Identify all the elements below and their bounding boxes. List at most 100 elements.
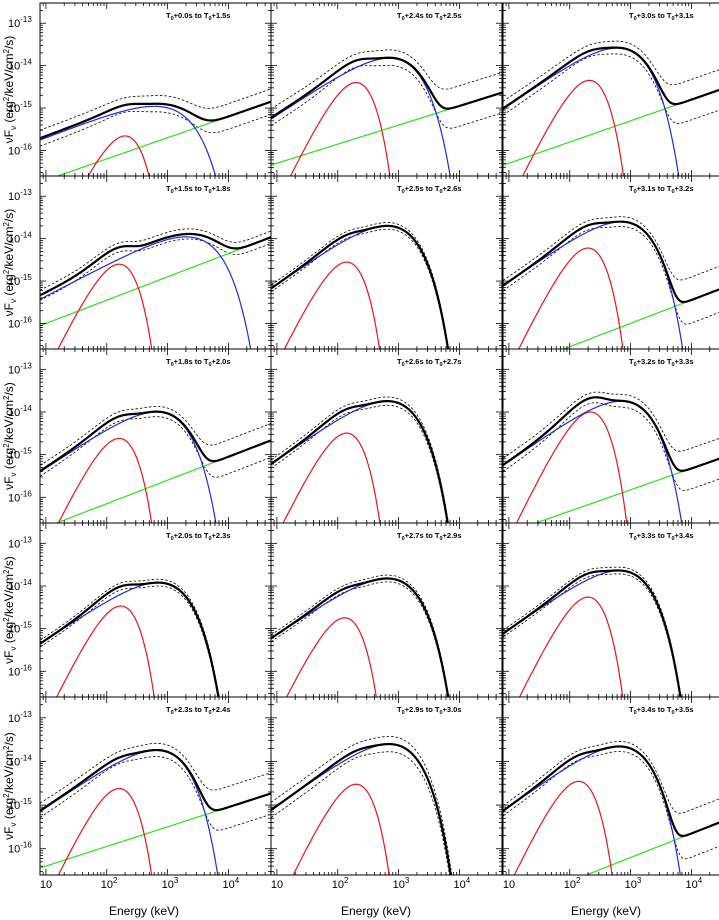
lower-bound-line	[271, 581, 449, 697]
total-model-line	[40, 581, 220, 697]
panel-title: T0+2.4s to T0+2.5s	[397, 11, 462, 22]
thermal-component-line	[57, 263, 153, 349]
y-tick-label: 10-15	[8, 797, 32, 812]
panel-background	[503, 3, 719, 176]
total-model-line	[40, 748, 271, 812]
panel-title: T0+1.5s to T0+1.8s	[166, 184, 231, 195]
y-axis-label: νFν (erg2/keV/cm2/s)	[2, 36, 18, 144]
spectrum-panel: T0+2.7s to T0+2.9s	[270, 522, 503, 698]
thermal-component-line	[518, 247, 624, 349]
panel-title: T0+2.0s to T0+2.3s	[166, 531, 231, 542]
y-tick-label: 10-15	[8, 273, 32, 288]
spectrum-panel: T0+3.0s to T0+3.1s	[502, 2, 719, 177]
band-component-line	[40, 411, 217, 523]
lower-bound-line	[40, 756, 271, 831]
panel-background	[271, 697, 502, 875]
panel-curves	[503, 216, 719, 349]
y-axis-label: νFν (erg2/keV/cm2/s)	[2, 209, 18, 317]
y-axis-label: νFν (erg2/keV/cm2/s)	[2, 556, 18, 664]
thermal-component-line	[518, 596, 624, 697]
upper-bound-line	[503, 391, 719, 459]
panel-title: T0+3.4s to T0+3.5s	[629, 705, 694, 716]
total-model-line	[503, 745, 719, 838]
total-model-line	[40, 232, 271, 297]
upper-bound-line	[503, 216, 719, 281]
panel-title: T0+0.0s to T0+1.5s	[166, 11, 231, 22]
y-tick-label: 10-16	[8, 489, 32, 504]
panel-background	[271, 3, 502, 176]
spectrum-panel: T0+2.3s to T0+2.4s	[39, 696, 272, 876]
upper-bound-line	[40, 742, 271, 804]
upper-bound-line	[40, 578, 220, 697]
panel-curves	[40, 88, 271, 176]
y-tick-label: 10-16	[8, 142, 32, 157]
panel-curves	[271, 396, 449, 523]
panel-background	[271, 523, 502, 697]
thermal-component-line	[283, 261, 381, 349]
spectrum-panel: T0+1.8s to T0+2.0s	[39, 348, 272, 524]
x-tick-label: 103	[625, 876, 642, 891]
lower-bound-line	[271, 404, 448, 523]
panel-curves	[40, 228, 271, 349]
y-tick-label: 10-16	[8, 841, 32, 856]
y-tick-label: 10-14	[8, 58, 32, 73]
thermal-component-line	[282, 432, 381, 523]
total-model-line	[271, 742, 452, 875]
spectrum-panel: T0+0.0s to T0+1.5s	[39, 2, 272, 177]
lower-bound-line	[40, 585, 219, 697]
panel-background	[503, 349, 719, 523]
spectrum-panel: T0+2.6s to T0+2.7s	[270, 348, 503, 524]
y-tick-label: 10-16	[8, 315, 32, 330]
y-tick-label: 10-14	[8, 753, 32, 768]
x-tick-label: 104	[685, 876, 702, 891]
upper-bound-line	[40, 406, 271, 466]
y-tick-label: 10-13	[8, 188, 32, 203]
panel-title: T0+3.2s to T0+3.3s	[629, 357, 694, 368]
panel-background	[40, 176, 271, 349]
thermal-component-line	[87, 135, 150, 176]
panel-curves	[40, 742, 271, 875]
panel-frame	[270, 696, 503, 876]
spectrum-panel: T0+2.4s to T0+2.5s	[270, 2, 503, 177]
x-tick-label: 104	[222, 876, 239, 891]
total-model-line	[40, 410, 271, 472]
y-tick-label: 10-14	[8, 578, 32, 593]
thermal-component-line	[56, 605, 155, 697]
panel-background	[40, 3, 271, 176]
upper-bound-line	[271, 396, 449, 523]
panel-curves	[271, 222, 450, 349]
panel-curves	[503, 566, 682, 697]
panel-curves	[503, 40, 719, 176]
panel-curves	[271, 735, 453, 875]
lower-bound-line	[503, 226, 719, 325]
y-tick-label: 10-15	[8, 447, 32, 462]
total-model-line	[503, 46, 719, 110]
x-tick-label: 10	[40, 879, 52, 891]
thermal-component-line	[292, 783, 390, 875]
lower-bound-line	[503, 751, 719, 860]
y-tick-label: 10-14	[8, 404, 32, 419]
x-axis-label-col-2: Energy (keV)	[341, 904, 411, 918]
y-axis-label: νFν (erg2/keV/cm2/s)	[2, 382, 18, 490]
panel-background	[40, 349, 271, 523]
thermal-component-line	[515, 411, 628, 523]
upper-bound-line	[503, 566, 682, 697]
y-tick-label: 10-13	[8, 15, 32, 30]
spectrum-panel: T0+3.3s to T0+3.4s	[502, 522, 719, 698]
upper-bound-line	[503, 40, 719, 102]
panel-background	[40, 523, 271, 697]
upper-bound-line	[271, 222, 449, 349]
thermal-component-line	[289, 81, 391, 176]
y-tick-label: 10-14	[8, 231, 32, 246]
upper-bound-line	[271, 735, 453, 875]
panel-frame	[502, 696, 719, 876]
y-tick-label: 10-13	[8, 710, 32, 725]
x-tick-label: 104	[453, 876, 470, 891]
total-model-line	[271, 56, 502, 119]
panels-layer: T0+0.0s to T0+1.5s T0+1.5s to T0+1.8s T0+1…	[39, 2, 719, 876]
panel-background	[271, 349, 502, 523]
y-tick-label: 10-15	[8, 100, 32, 115]
lower-bound-line	[503, 573, 681, 697]
panel-title: T0+3.3s to T0+3.4s	[629, 531, 694, 542]
band-component-line	[40, 105, 217, 176]
